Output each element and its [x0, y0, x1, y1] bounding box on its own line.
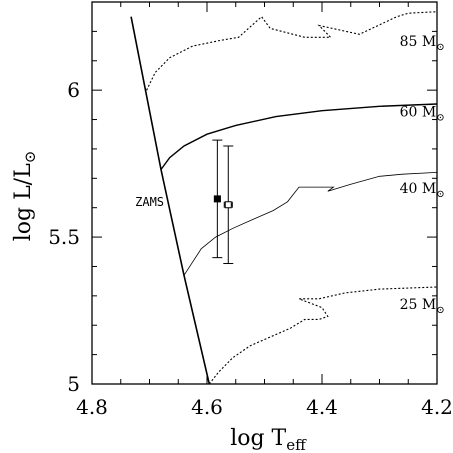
mass-label: 40 M⊙ [400, 181, 445, 200]
x-axis-title: log Teff [230, 426, 307, 453]
y-tick-label: 5 [67, 372, 80, 396]
track-line [160, 103, 438, 170]
observed-points [212, 139, 234, 265]
evolutionary-tracks [130, 11, 438, 385]
x-tick-label: 4.6 [191, 395, 223, 419]
x-tick-label-text: 4.8 [76, 395, 108, 419]
mass-label: 25 M⊙ [400, 297, 445, 316]
y-tick-label-text: 5.5 [48, 225, 80, 249]
sun-symbol: ⊙ [436, 113, 444, 124]
mass-label-text: 25 M [400, 297, 437, 313]
x-tick-label: 4.4 [306, 395, 338, 419]
mass-label-text: 40 M [400, 181, 437, 197]
zams-line [130, 16, 211, 385]
x-tick-label: 4.2 [421, 395, 453, 419]
data-point-open [224, 201, 232, 209]
x-tick-label-text: 4.6 [191, 395, 223, 419]
zams-label-text: ZAMS [135, 195, 164, 209]
track-line [146, 11, 438, 91]
y-axis-title-main: log L/L [11, 163, 36, 241]
y-axis-title: log L/L⊙ [11, 151, 39, 242]
track-line [183, 172, 438, 276]
data-point-filled [213, 195, 221, 203]
sun-symbol: ⊙ [436, 189, 444, 200]
axis-titles: log Teff log L/L⊙ [11, 151, 307, 453]
y-tick-label-text: 6 [67, 78, 80, 102]
axis-tick-labels: 4.8 4.6 4.4 4.2 5 5.5 6 [48, 78, 453, 419]
mass-label: 60 M⊙ [400, 105, 445, 124]
track-line [208, 286, 438, 385]
y-tick-label: 5.5 [48, 225, 80, 249]
y-tick-label: 6 [67, 78, 80, 102]
mass-label-text: 60 M [400, 105, 437, 121]
curve-labels: 85 M⊙60 M⊙40 M⊙25 M⊙ZAMS [135, 34, 445, 316]
zams-label: ZAMS [135, 195, 164, 209]
sun-symbol: ⊙ [436, 42, 444, 53]
axis-ticks [91, 1, 438, 385]
x-tick-label: 4.8 [76, 395, 108, 419]
plot-frame [91, 1, 438, 385]
x-tick-label-text: 4.2 [421, 395, 453, 419]
sun-symbol: ⊙ [21, 151, 39, 164]
sun-symbol: ⊙ [436, 305, 444, 316]
mass-label: 85 M⊙ [400, 34, 445, 53]
y-tick-label-text: 5 [67, 372, 80, 396]
mass-label-text: 85 M [400, 34, 437, 50]
x-tick-label-text: 4.4 [306, 395, 338, 419]
plot-border [91, 1, 438, 385]
x-axis-title-main: log T [230, 426, 286, 451]
x-axis-title-subscript: eff [286, 436, 307, 453]
